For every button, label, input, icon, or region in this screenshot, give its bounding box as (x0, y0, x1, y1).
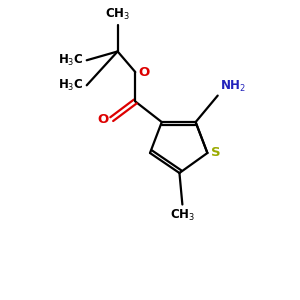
Text: CH$_3$: CH$_3$ (170, 208, 195, 223)
Text: H$_3$C: H$_3$C (58, 78, 84, 93)
Text: O: O (139, 65, 150, 79)
Text: NH$_2$: NH$_2$ (220, 79, 246, 94)
Text: O: O (97, 112, 108, 126)
Text: CH$_3$: CH$_3$ (105, 7, 130, 22)
Text: H$_3$C: H$_3$C (58, 53, 84, 68)
Text: S: S (211, 146, 220, 160)
